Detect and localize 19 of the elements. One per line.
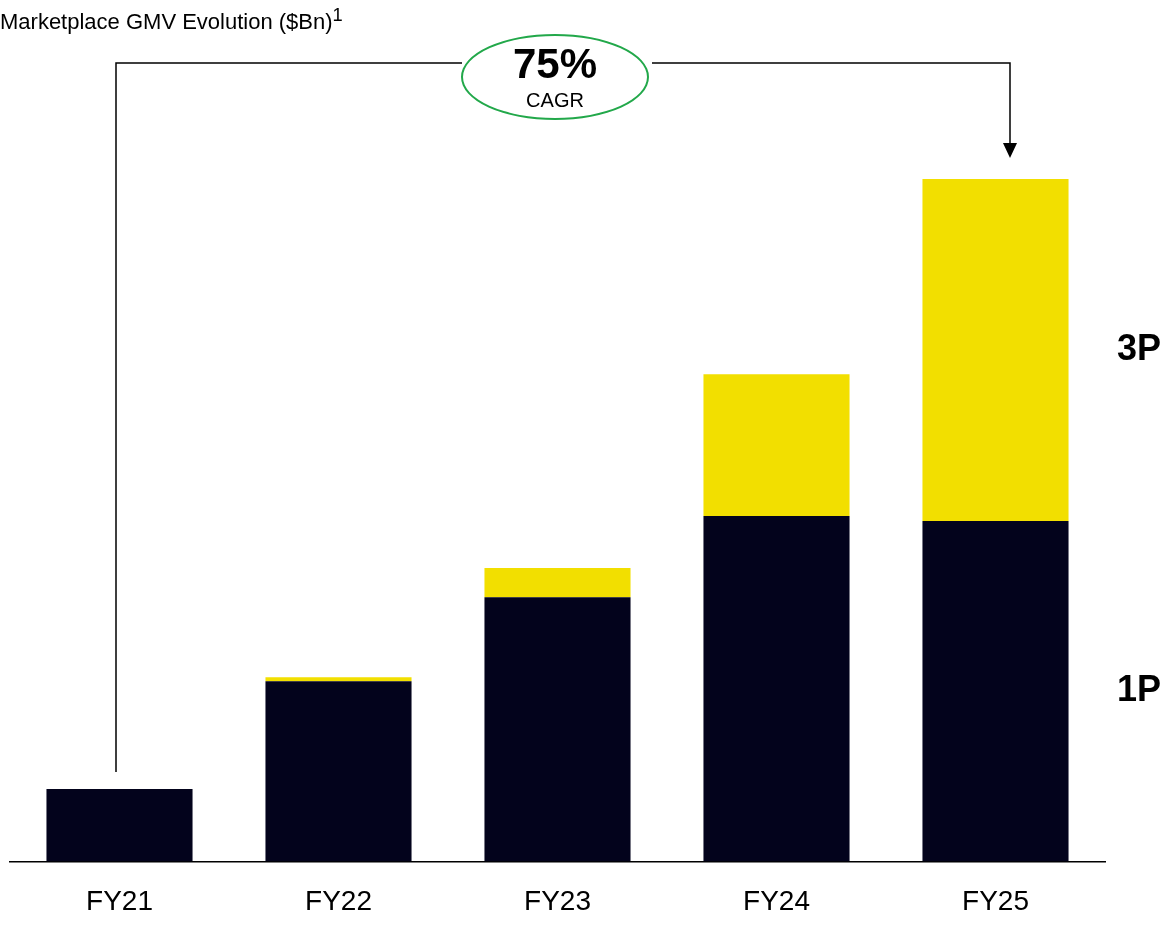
bar — [265, 681, 412, 862]
bar — [484, 597, 631, 862]
x-tick-label: FY24 — [743, 884, 810, 916]
bar — [922, 179, 1069, 521]
text: 75% — [511, 40, 599, 88]
x-tick-label: FY22 — [305, 884, 372, 916]
chart-title: Marketplace GMV Evolution ($Bn)$^{1}$ — [0, 4, 343, 36]
bar — [703, 516, 850, 862]
x-tick-label: FY25 — [962, 884, 1029, 916]
bar — [484, 567, 631, 598]
bar — [46, 789, 193, 862]
text: CAGR — [525, 88, 585, 112]
bar — [265, 677, 412, 682]
bar — [922, 520, 1069, 862]
x-tick-label: FY21 — [86, 884, 153, 916]
x-tick-label: FY23 — [524, 884, 591, 916]
series-label: 3P — [1117, 326, 1162, 368]
series-label: 1P — [1117, 668, 1162, 710]
bar — [703, 374, 850, 517]
